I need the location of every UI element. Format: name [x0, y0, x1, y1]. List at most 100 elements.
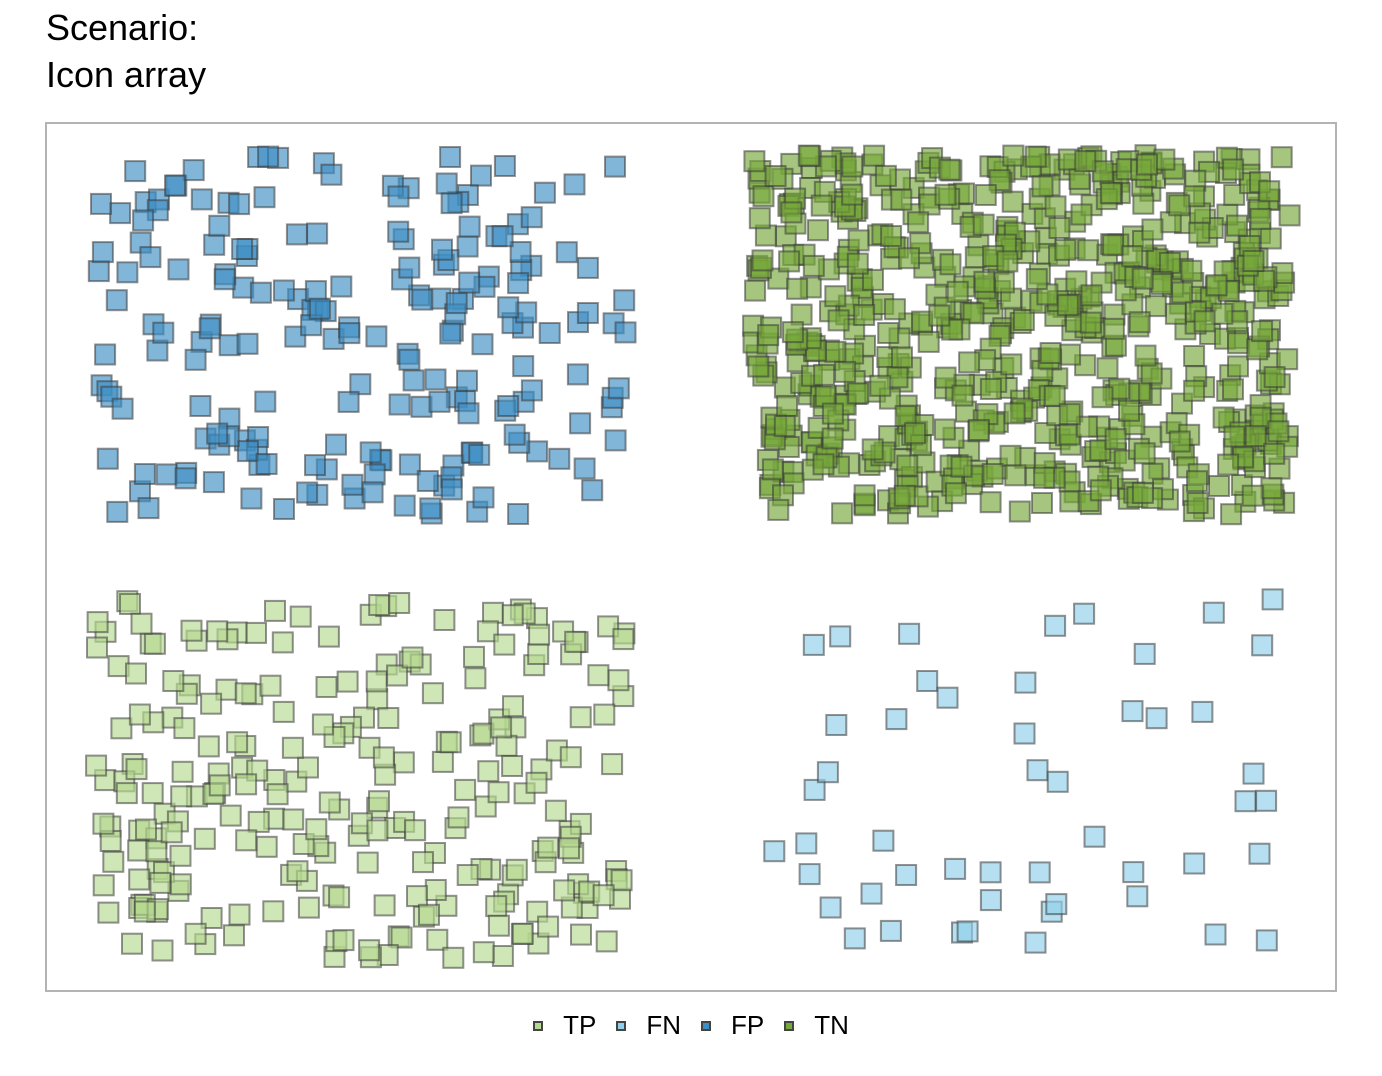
icon-fn [1073, 602, 1096, 625]
icon-tp [495, 734, 518, 757]
icon-tp [115, 782, 138, 805]
icon-tp [184, 922, 207, 945]
icon-tn [1150, 273, 1173, 296]
icon-fp [507, 272, 530, 295]
icon-fp [91, 241, 114, 264]
icon-tp [133, 900, 156, 923]
icon-fp [512, 355, 535, 378]
icon-fp [255, 453, 278, 475]
icon-tn [847, 229, 870, 252]
icon-fp [206, 422, 229, 445]
icon-tn [1075, 415, 1098, 438]
icon-fn [1261, 588, 1284, 611]
legend-key-fn [616, 1020, 627, 1031]
icon-fp [548, 447, 571, 470]
icon-tp [587, 664, 610, 687]
icon-fn [1121, 700, 1144, 723]
icon-fp [402, 369, 425, 392]
icon-fn [795, 832, 818, 855]
icon-tp [318, 791, 341, 814]
icon-tp [553, 879, 576, 902]
icon-tn [1249, 207, 1272, 230]
icon-fn [979, 861, 1002, 884]
icon-fp [296, 481, 319, 504]
icon-tp [173, 717, 196, 740]
icon-fn [979, 889, 1002, 912]
icon-tn [1058, 403, 1081, 426]
icon-tp [119, 593, 141, 615]
icon-fn [819, 896, 842, 919]
icon-tp [424, 879, 447, 901]
icon-fp [116, 261, 139, 284]
icon-tp [433, 609, 456, 631]
icon-fp [424, 368, 447, 391]
icon-tn [1008, 500, 1031, 523]
icon-fp [182, 159, 205, 182]
icon-fp [308, 297, 331, 320]
icon-tn [967, 419, 990, 441]
icon-fp [393, 494, 416, 517]
icon-tp [502, 695, 524, 718]
icon-fp [105, 289, 128, 312]
icon-tn [883, 298, 906, 321]
icon-tp [336, 670, 359, 693]
icon-tn [1220, 503, 1243, 526]
icon-tn [1168, 194, 1191, 217]
icon-fp [164, 174, 186, 197]
icon-tn [904, 422, 926, 445]
icon-fp [137, 497, 160, 520]
icon-tp [170, 785, 193, 808]
icon-tp [92, 874, 115, 897]
icon-tn [1251, 320, 1274, 343]
icon-fp [330, 275, 353, 298]
icon-fn [763, 840, 786, 863]
icon-tp [86, 611, 109, 634]
icon-tp [368, 790, 390, 813]
icon-tn [1079, 311, 1102, 334]
icon-tn [907, 211, 930, 234]
icon-fp [236, 332, 259, 355]
legend-item-tp: TP [533, 1010, 596, 1041]
icon-tn [1217, 453, 1240, 476]
icon-tn [831, 502, 854, 525]
icon-fp [387, 185, 410, 208]
icon-tp [464, 667, 487, 690]
icon-tn [1168, 430, 1191, 453]
icon-fp [133, 463, 156, 485]
icon-fp [503, 423, 526, 446]
icon-fp [189, 395, 212, 417]
icon-fp [456, 235, 479, 258]
icon-fp [208, 214, 231, 237]
icon-tp [493, 633, 516, 656]
icon-fp [87, 260, 110, 283]
icon-tp [125, 758, 148, 781]
icon-tp [511, 922, 534, 945]
icon-tn [1131, 267, 1154, 290]
icon-tn [880, 225, 903, 247]
icon-fp [607, 377, 630, 400]
icon-fp [520, 206, 543, 229]
icon-tp [607, 669, 630, 692]
icon-fn [936, 686, 959, 709]
icon-tn [1241, 484, 1264, 507]
icon-tn [1180, 259, 1203, 282]
icon-tp [544, 799, 567, 822]
icon-tp [368, 594, 391, 616]
icon-fp [94, 343, 117, 366]
icon-tn [877, 322, 900, 344]
icon-fp [604, 429, 627, 452]
icon-tn [1270, 146, 1293, 169]
icon-tp [592, 884, 615, 907]
icon-tp [472, 941, 495, 964]
icon-tn [1031, 492, 1053, 514]
icon-tp [151, 939, 174, 962]
icon-tp [317, 625, 340, 648]
icon-tp [559, 746, 582, 769]
icon-tn [802, 254, 825, 277]
icon-fp [253, 186, 276, 209]
icon-fn [1183, 852, 1206, 875]
icon-fn [1145, 707, 1168, 730]
icon-tp [501, 755, 524, 777]
icon-tp [463, 645, 485, 668]
plot-panel-border [45, 122, 1337, 992]
